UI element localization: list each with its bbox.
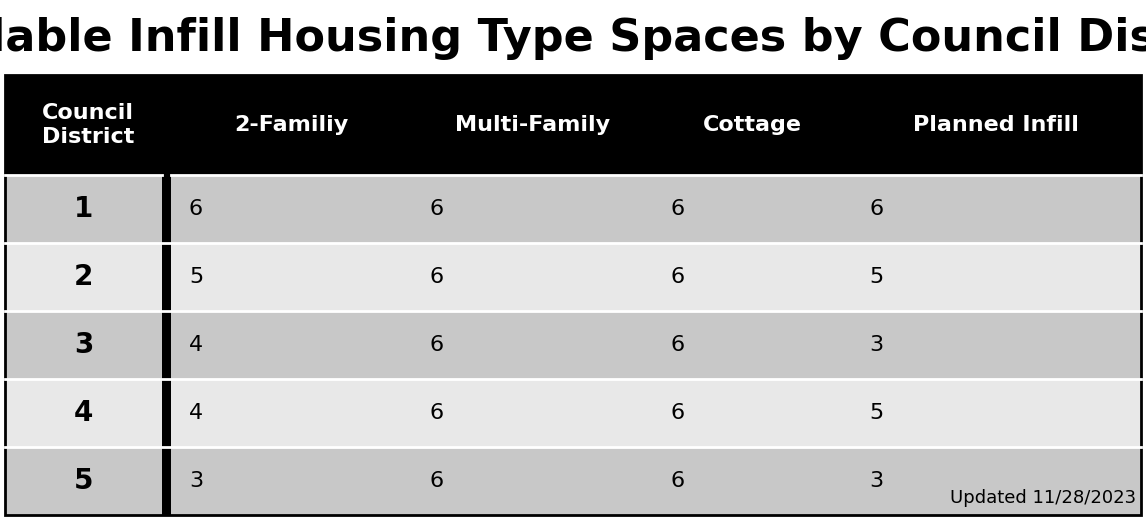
Bar (411, 75, 652, 175)
Text: 5: 5 (870, 267, 884, 287)
Text: 6: 6 (430, 403, 444, 423)
Bar (851, 175, 1141, 243)
Text: 2: 2 (73, 263, 93, 291)
Bar (5, 175, 162, 243)
Text: Available Infill Housing Type Spaces by Council District: Available Infill Housing Type Spaces by … (0, 17, 1146, 59)
Text: 6: 6 (670, 267, 684, 287)
Text: 6: 6 (670, 471, 684, 491)
Bar (851, 379, 1141, 447)
Bar (652, 311, 851, 379)
Bar (411, 379, 652, 447)
Bar (851, 243, 1141, 311)
Text: 3: 3 (73, 331, 93, 359)
Bar (652, 379, 851, 447)
Bar (411, 243, 652, 311)
Text: 4: 4 (73, 399, 93, 427)
Bar (411, 175, 652, 243)
Text: 3: 3 (189, 471, 203, 491)
Text: 6: 6 (430, 335, 444, 355)
Text: 4: 4 (189, 335, 203, 355)
Text: 5: 5 (870, 403, 884, 423)
Bar (162, 447, 171, 515)
Text: 4: 4 (189, 403, 203, 423)
Bar (162, 311, 171, 379)
Bar (162, 75, 171, 175)
Bar (851, 75, 1141, 175)
Bar (851, 311, 1141, 379)
Text: 6: 6 (430, 199, 444, 219)
Bar (5, 75, 162, 175)
Text: 6: 6 (870, 199, 884, 219)
Text: Council
District: Council District (42, 102, 134, 147)
Bar (851, 447, 1141, 515)
Bar (652, 175, 851, 243)
Text: 6: 6 (189, 199, 203, 219)
Text: 3: 3 (870, 335, 884, 355)
Bar (171, 175, 411, 243)
Bar (171, 75, 411, 175)
Text: Planned Infill: Planned Infill (913, 115, 1080, 135)
Bar (5, 311, 162, 379)
Bar (5, 447, 162, 515)
Bar (171, 447, 411, 515)
Bar (162, 175, 171, 243)
Text: 1: 1 (73, 195, 93, 223)
Text: 6: 6 (430, 471, 444, 491)
Text: 6: 6 (430, 267, 444, 287)
Bar (171, 379, 411, 447)
Bar (171, 311, 411, 379)
Bar (5, 75, 1141, 515)
Text: 2-Familiy: 2-Familiy (234, 115, 348, 135)
Bar (171, 243, 411, 311)
Bar (411, 447, 652, 515)
Bar (162, 379, 171, 447)
Bar (652, 243, 851, 311)
Text: 6: 6 (670, 335, 684, 355)
Text: Updated 11/28/2023: Updated 11/28/2023 (950, 489, 1136, 507)
Bar (162, 243, 171, 311)
Text: 3: 3 (870, 471, 884, 491)
Bar (5, 243, 162, 311)
Bar (411, 311, 652, 379)
Text: 6: 6 (670, 199, 684, 219)
Text: 5: 5 (189, 267, 203, 287)
Text: 6: 6 (670, 403, 684, 423)
Text: Cottage: Cottage (702, 115, 801, 135)
Bar (652, 447, 851, 515)
Text: 5: 5 (73, 467, 93, 495)
Bar (5, 379, 162, 447)
Bar (652, 75, 851, 175)
Text: Multi-Family: Multi-Family (455, 115, 610, 135)
